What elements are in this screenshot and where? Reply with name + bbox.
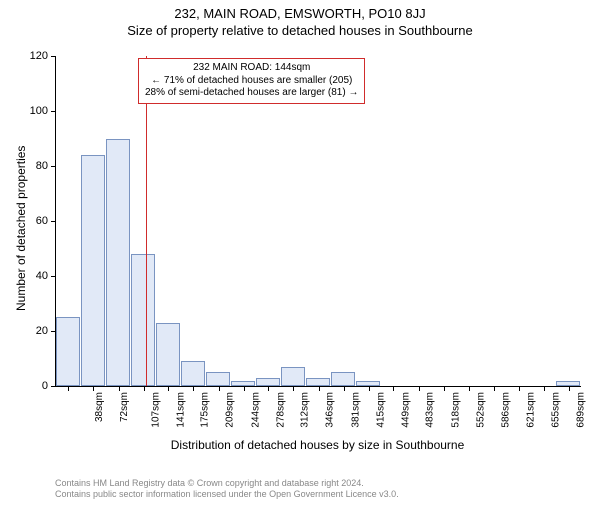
- xtick-line: [469, 386, 470, 391]
- xtick-label: 415sqm: [375, 392, 386, 428]
- xtick-line: [93, 386, 94, 391]
- xtick-label: 518sqm: [450, 392, 461, 428]
- histogram-bar: [131, 254, 155, 386]
- histogram-bar: [256, 378, 280, 386]
- xtick-line: [144, 386, 145, 391]
- xtick-line: [319, 386, 320, 391]
- xtick-label: 72sqm: [119, 392, 130, 422]
- chart-plot-area: 02040608010012038sqm72sqm107sqm141sqm175…: [55, 56, 581, 387]
- xtick-label: 312sqm: [300, 392, 311, 428]
- annotation-box: 232 MAIN ROAD: 144sqm← 71% of detached h…: [138, 58, 365, 104]
- ytick-label: 0: [42, 380, 48, 392]
- xtick-label: 449sqm: [400, 392, 411, 428]
- xtick-label: 552sqm: [475, 392, 486, 428]
- xtick-line: [419, 386, 420, 391]
- xtick-label: 278sqm: [275, 392, 286, 428]
- xtick-line: [444, 386, 445, 391]
- ytick-label: 60: [36, 215, 48, 227]
- xtick-line: [519, 386, 520, 391]
- xtick-label: 107sqm: [150, 392, 161, 428]
- histogram-bar: [206, 372, 230, 386]
- y-axis-label: Number of detached properties: [14, 146, 28, 311]
- xtick-line: [494, 386, 495, 391]
- xtick-label: 621sqm: [526, 392, 537, 428]
- ytick-line: [51, 166, 56, 167]
- xtick-line: [369, 386, 370, 391]
- xtick-line: [119, 386, 120, 391]
- credit-line-2: Contains public sector information licen…: [55, 489, 399, 500]
- credit-text: Contains HM Land Registry data © Crown c…: [55, 478, 399, 501]
- xtick-label: 381sqm: [350, 392, 361, 428]
- annotation-line-0: 232 MAIN ROAD: 144sqm: [145, 62, 358, 75]
- histogram-bar: [81, 155, 106, 386]
- xtick-line: [68, 386, 69, 391]
- ytick-label: 120: [30, 50, 48, 62]
- xtick-label: 689sqm: [575, 392, 586, 428]
- ytick-line: [51, 56, 56, 57]
- histogram-bar: [106, 139, 130, 387]
- annotation-line-2: 28% of semi-detached houses are larger (…: [145, 87, 358, 100]
- ytick-line: [51, 276, 56, 277]
- xtick-line: [293, 386, 294, 391]
- xtick-label: 655sqm: [551, 392, 562, 428]
- reference-line: [146, 56, 147, 386]
- xtick-label: 38sqm: [94, 392, 105, 422]
- xtick-line: [544, 386, 545, 391]
- histogram-bar: [331, 372, 355, 386]
- histogram-bar: [181, 361, 206, 386]
- histogram-bar: [281, 367, 306, 386]
- x-axis-label: Distribution of detached houses by size …: [55, 438, 580, 452]
- xtick-label: 346sqm: [325, 392, 336, 428]
- ytick-label: 100: [30, 105, 48, 117]
- ytick-label: 20: [36, 325, 48, 337]
- chart-title: Size of property relative to detached ho…: [0, 23, 600, 38]
- ytick-line: [51, 221, 56, 222]
- xtick-line: [268, 386, 269, 391]
- histogram-bar: [56, 317, 80, 386]
- xtick-line: [393, 386, 394, 391]
- annotation-line-1: ← 71% of detached houses are smaller (20…: [145, 75, 358, 88]
- xtick-label: 209sqm: [225, 392, 236, 428]
- xtick-label: 483sqm: [425, 392, 436, 428]
- ytick-line: [51, 111, 56, 112]
- ytick-label: 80: [36, 160, 48, 172]
- xtick-label: 244sqm: [250, 392, 261, 428]
- ytick-label: 40: [36, 270, 48, 282]
- histogram-bar: [306, 378, 330, 386]
- xtick-line: [219, 386, 220, 391]
- xtick-label: 141sqm: [175, 392, 186, 428]
- xtick-line: [344, 386, 345, 391]
- histogram-bar: [156, 323, 180, 386]
- xtick-line: [569, 386, 570, 391]
- ytick-line: [51, 386, 56, 387]
- xtick-line: [244, 386, 245, 391]
- page-supertitle: 232, MAIN ROAD, EMSWORTH, PO10 8JJ: [0, 6, 600, 21]
- xtick-line: [168, 386, 169, 391]
- xtick-line: [193, 386, 194, 391]
- xtick-label: 586sqm: [500, 392, 511, 428]
- xtick-label: 175sqm: [200, 392, 211, 428]
- credit-line-1: Contains HM Land Registry data © Crown c…: [55, 478, 399, 489]
